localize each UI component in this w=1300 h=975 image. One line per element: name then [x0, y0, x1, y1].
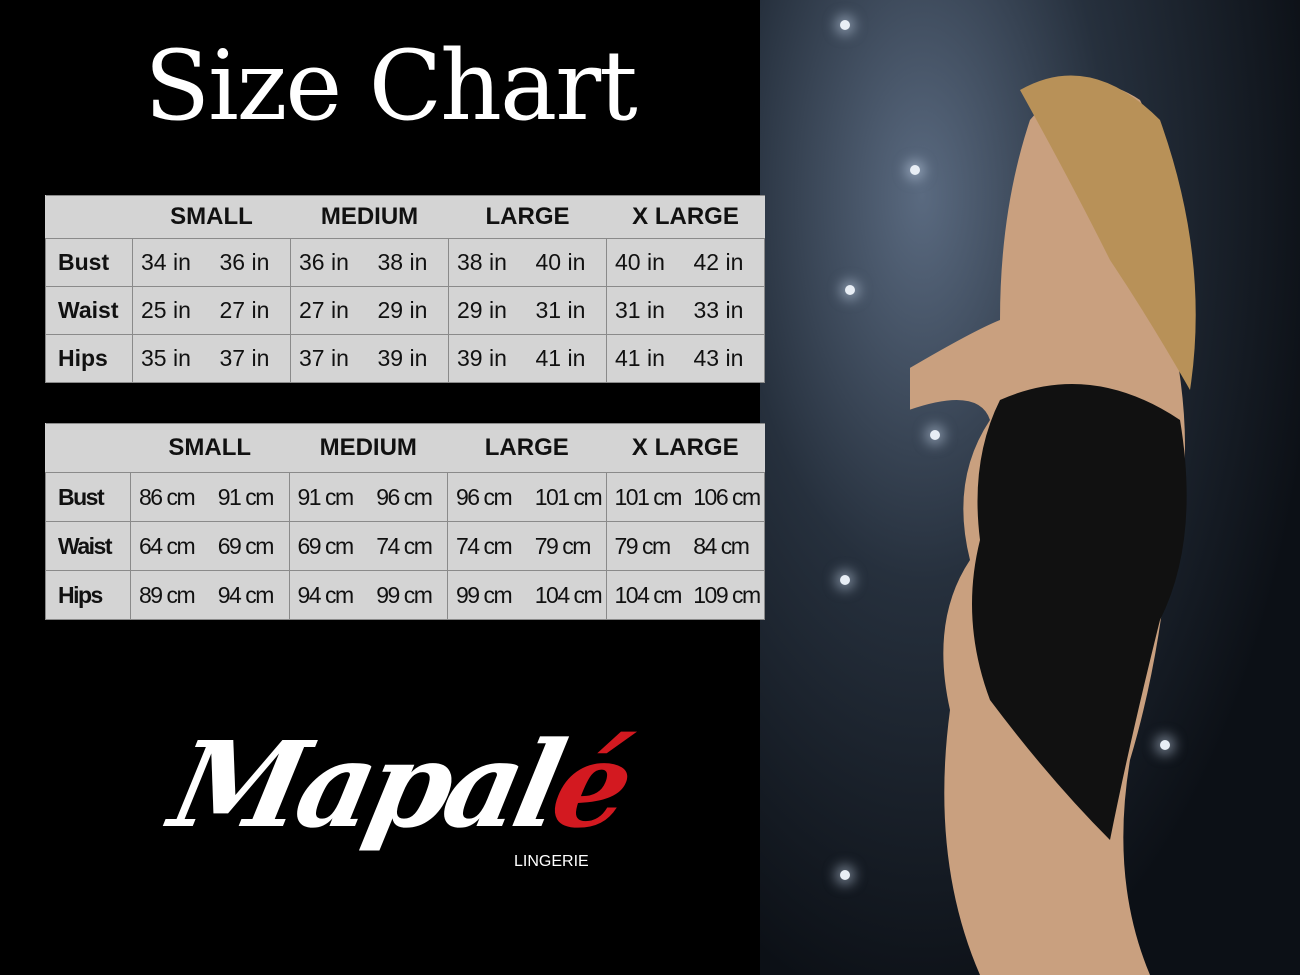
tufted-button [845, 285, 855, 295]
measurement-cell: 99 cm [446, 570, 527, 620]
measurement-cell: 27 in [211, 286, 291, 335]
row-label: Bust [45, 472, 131, 522]
measurement-cell: 43 in [685, 334, 765, 383]
measurement-cell: 38 in [448, 238, 528, 287]
measurement-cell: 91 cm [209, 472, 290, 522]
measurement-cell: 40 in [527, 238, 607, 287]
measurement-cell: 96 cm [368, 472, 449, 522]
measurement-cell: 27 in [290, 286, 370, 335]
brand-name: Mapal [160, 715, 571, 854]
empty-header-cell [45, 195, 133, 239]
tufted-button [840, 20, 850, 30]
measurement-cell: 109 cm [685, 570, 766, 620]
measurement-cell: 25 in [132, 286, 212, 335]
table-row: Bust 34 in 36 in 36 in 38 in 38 in 40 in 40 in 4… [45, 238, 765, 287]
measurement-cell: 33 in [685, 286, 765, 335]
measurement-cell: 37 in [290, 334, 370, 383]
size-header: SMALL [130, 423, 289, 473]
row-label: Bust [45, 238, 133, 287]
measurement-cell: 41 in [606, 334, 686, 383]
measurement-cell: 104 cm [526, 570, 607, 620]
measurement-cell: 96 cm [446, 472, 527, 522]
row-label: Waist [45, 521, 131, 571]
measurement-cell: 39 in [369, 334, 449, 383]
measurement-cell: 42 in [685, 238, 765, 287]
brand-subtitle: LINGERIE [514, 853, 589, 870]
model-silhouette [910, 75, 1196, 975]
row-label: Hips [45, 570, 131, 620]
measurement-cell: 64 cm [129, 521, 210, 571]
measurement-cell: 38 in [369, 238, 449, 287]
measurement-cell: 101 cm [605, 472, 686, 522]
measurement-cell: 99 cm [368, 570, 449, 620]
measurement-cell: 79 cm [526, 521, 607, 571]
size-header-row: SMALL MEDIUM LARGE X LARGE [45, 423, 765, 473]
size-header: LARGE [448, 195, 607, 239]
measurement-cell: 69 cm [209, 521, 290, 571]
size-header: X LARGE [606, 423, 765, 473]
brand-logo: Mapalé [160, 715, 639, 854]
tufted-button [930, 430, 940, 440]
tufted-button [840, 870, 850, 880]
measurement-cell: 104 cm [605, 570, 686, 620]
measurement-cell: 79 cm [605, 521, 686, 571]
measurement-cell: 31 in [606, 286, 686, 335]
measurement-cell: 94 cm [209, 570, 290, 620]
measurement-cell: 101 cm [526, 472, 607, 522]
measurement-cell: 106 cm [685, 472, 766, 522]
row-label: Waist [45, 286, 133, 335]
measurement-cell: 89 cm [129, 570, 210, 620]
measurement-cell: 69 cm [288, 521, 369, 571]
table-row: Hips 89 cm 94 cm 94 cm 99 cm 99 cm 104 cm 104 c… [45, 570, 766, 620]
measurement-cell: 74 cm [446, 521, 527, 571]
measurement-cell: 94 cm [288, 570, 369, 620]
measurement-cell: 40 in [606, 238, 686, 287]
table-row: Hips 35 in 37 in 37 in 39 in 39 in 41 in 41 in 4… [45, 334, 765, 383]
table-row: Waist 25 in 27 in 27 in 29 in 29 in 31 in 31 in… [45, 286, 765, 335]
model-photo [760, 0, 1300, 975]
measurement-cell: 29 in [369, 286, 449, 335]
measurement-cell: 86 cm [129, 472, 210, 522]
empty-header-cell [45, 423, 131, 473]
measurement-cell: 41 in [527, 334, 607, 383]
measurement-cell: 37 in [211, 334, 291, 383]
table-row: Bust 86 cm 91 cm 91 cm 96 cm 96 cm 101 cm 101 c… [45, 472, 766, 522]
size-header-row: SMALL MEDIUM LARGE X LARGE [45, 195, 765, 239]
tufted-button [840, 575, 850, 585]
measurement-cell: 91 cm [288, 472, 369, 522]
measurement-cell: 31 in [527, 286, 607, 335]
size-table-inches: SMALL MEDIUM LARGE X LARGE Bust 34 in 36 i… [45, 195, 765, 383]
measurement-cell: 29 in [448, 286, 528, 335]
size-header: X LARGE [606, 195, 765, 239]
size-header: SMALL [132, 195, 291, 239]
measurement-cell: 34 in [132, 238, 212, 287]
measurement-cell: 84 cm [685, 521, 766, 571]
tufted-button [910, 165, 920, 175]
size-header: MEDIUM [289, 423, 448, 473]
table-row: Waist 64 cm 69 cm 69 cm 74 cm 74 cm 79 cm 79 cm… [45, 521, 766, 571]
measurement-cell: 39 in [448, 334, 528, 383]
measurement-cell: 36 in [290, 238, 370, 287]
measurement-cell: 35 in [132, 334, 212, 383]
measurement-cell: 36 in [211, 238, 291, 287]
size-header: MEDIUM [290, 195, 449, 239]
tufted-button [1160, 740, 1170, 750]
size-table-cm: SMALL MEDIUM LARGE X LARGE Bust 86 cm 91 c… [45, 423, 766, 620]
row-label: Hips [45, 334, 133, 383]
page-title: Size Chart [144, 30, 637, 142]
measurement-cell: 74 cm [368, 521, 449, 571]
size-header: LARGE [447, 423, 606, 473]
